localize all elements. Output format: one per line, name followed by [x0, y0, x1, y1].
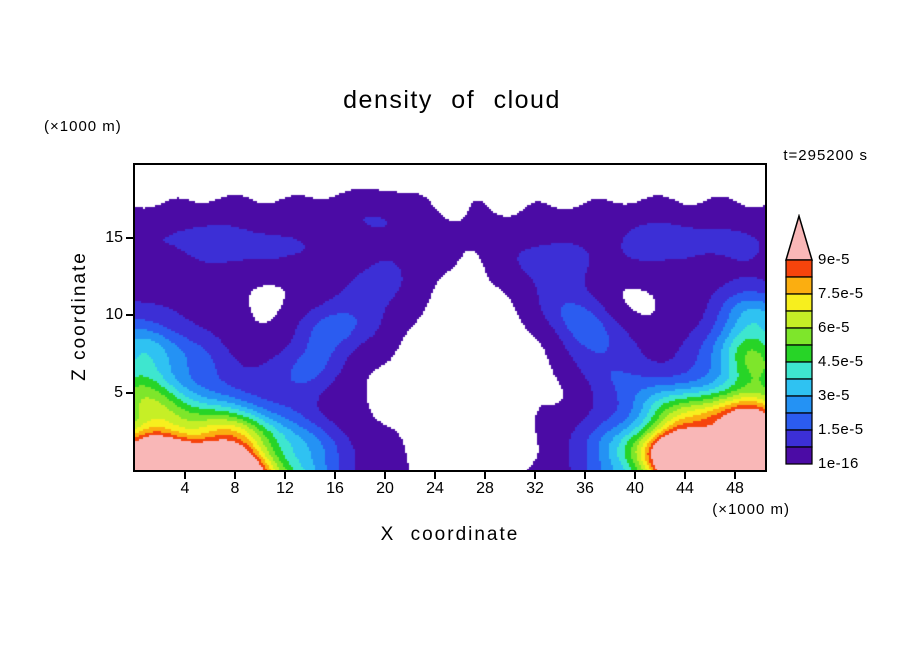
- x-tick-mark: [234, 472, 236, 479]
- x-tick-label: 44: [676, 480, 694, 497]
- contour-fill-canvas: [135, 165, 765, 470]
- x-tick-mark: [384, 472, 386, 479]
- colorbar-label: 3e-5: [818, 387, 851, 404]
- x-tick-mark: [434, 472, 436, 479]
- z-tick-label: 10: [105, 306, 123, 324]
- time-annotation: t=295200 s: [783, 147, 868, 164]
- x-tick-label: 24: [426, 480, 444, 497]
- colorbar-label: 6e-5: [818, 319, 851, 336]
- x-tick-mark: [734, 472, 736, 479]
- x-tick-mark: [484, 472, 486, 479]
- chart-title: density of cloud: [343, 86, 561, 114]
- colorbar-segment: [785, 412, 813, 431]
- colorbar-segment: [785, 446, 813, 465]
- colorbar-segment: [785, 259, 813, 278]
- x-tick-label: 48: [726, 480, 744, 497]
- x-tick-label: 36: [576, 480, 594, 497]
- x-tick-mark: [634, 472, 636, 479]
- x-tick-mark: [684, 472, 686, 479]
- colorbar-label: 7.5e-5: [818, 285, 864, 302]
- colorbar-segment: [785, 310, 813, 329]
- x-tick-label: 4: [180, 480, 190, 497]
- colorbar-segment: [785, 276, 813, 295]
- colorbar-label: 1e-16: [818, 455, 859, 472]
- colorbar-label: 9e-5: [818, 251, 851, 268]
- z-tick-mark: [126, 391, 133, 394]
- x-tick-mark: [284, 472, 286, 479]
- colorbar-segment: [785, 361, 813, 380]
- x-tick-label: 32: [526, 480, 544, 497]
- colorbar-segment: [785, 395, 813, 414]
- x-tick-mark: [334, 472, 336, 479]
- x-tick-label: 16: [326, 480, 344, 497]
- z-axis-title: Z coordinate: [69, 251, 90, 381]
- x-tick-label: 28: [476, 480, 494, 497]
- z-tick-label: 5: [114, 383, 123, 401]
- x-tick-label: 20: [376, 480, 394, 497]
- x-axis-unit-label: (×1000 m): [712, 501, 790, 518]
- x-tick-label: 12: [276, 480, 294, 497]
- x-tick-label: 40: [626, 480, 644, 497]
- x-tick-mark: [534, 472, 536, 479]
- colorbar-label: 4.5e-5: [818, 353, 864, 370]
- z-tick-mark: [126, 236, 133, 239]
- colorbar-segment: [785, 293, 813, 312]
- z-axis-unit-label: (×1000 m): [44, 118, 122, 135]
- x-axis-title: X coordinate: [380, 524, 520, 545]
- colorbar: [784, 214, 814, 465]
- colorbar-over-arrow: [784, 214, 814, 261]
- colorbar-segment: [785, 378, 813, 397]
- colorbar-label: 1.5e-5: [818, 421, 864, 438]
- colorbar-segment: [785, 344, 813, 363]
- x-tick-mark: [184, 472, 186, 479]
- colorbar-segment: [785, 429, 813, 448]
- x-tick-label: 8: [230, 480, 240, 497]
- plot-area: [133, 163, 767, 472]
- colorbar-segment: [785, 327, 813, 346]
- z-tick-label: 15: [105, 228, 123, 246]
- z-tick-mark: [126, 314, 133, 317]
- x-tick-mark: [584, 472, 586, 479]
